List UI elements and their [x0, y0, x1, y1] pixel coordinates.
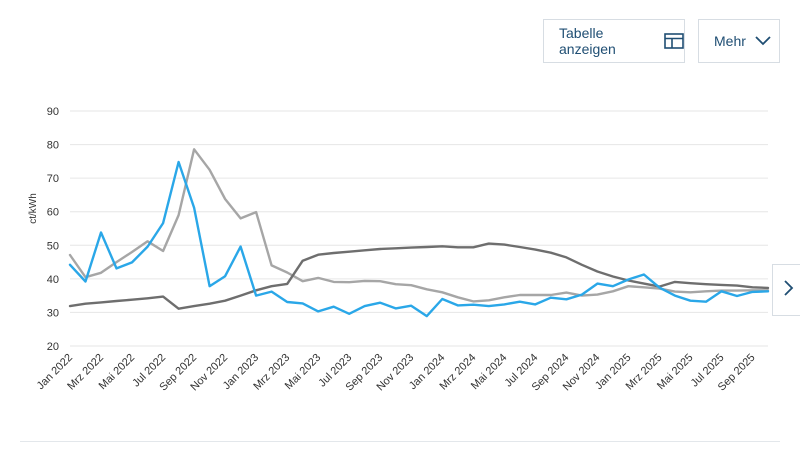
series-line-1 [68, 160, 770, 318]
y-tick-label: 90 [47, 106, 59, 118]
next-chart-button[interactable] [772, 264, 800, 316]
y-tick-label: 50 [47, 240, 59, 252]
show-table-label: Tabelle anzeigen [559, 25, 616, 57]
y-axis-label: ct/kWh [28, 193, 39, 224]
y-tick-label: 60 [47, 207, 59, 219]
y-tick-label: 20 [47, 341, 59, 353]
y-tick-label: 80 [47, 140, 59, 152]
more-button[interactable]: Mehr [698, 19, 780, 63]
bottom-divider [20, 441, 780, 442]
chevron-right-icon [782, 279, 794, 302]
table-icon [664, 33, 684, 49]
series-line-3 [68, 242, 770, 310]
y-tick-label: 40 [47, 274, 59, 286]
show-table-button[interactable]: Tabelle anzeigen [543, 19, 685, 63]
chevron-down-icon [754, 35, 772, 47]
y-tick-label: 30 [47, 307, 59, 319]
more-label: Mehr [714, 33, 746, 49]
y-tick-label: 70 [47, 173, 59, 185]
